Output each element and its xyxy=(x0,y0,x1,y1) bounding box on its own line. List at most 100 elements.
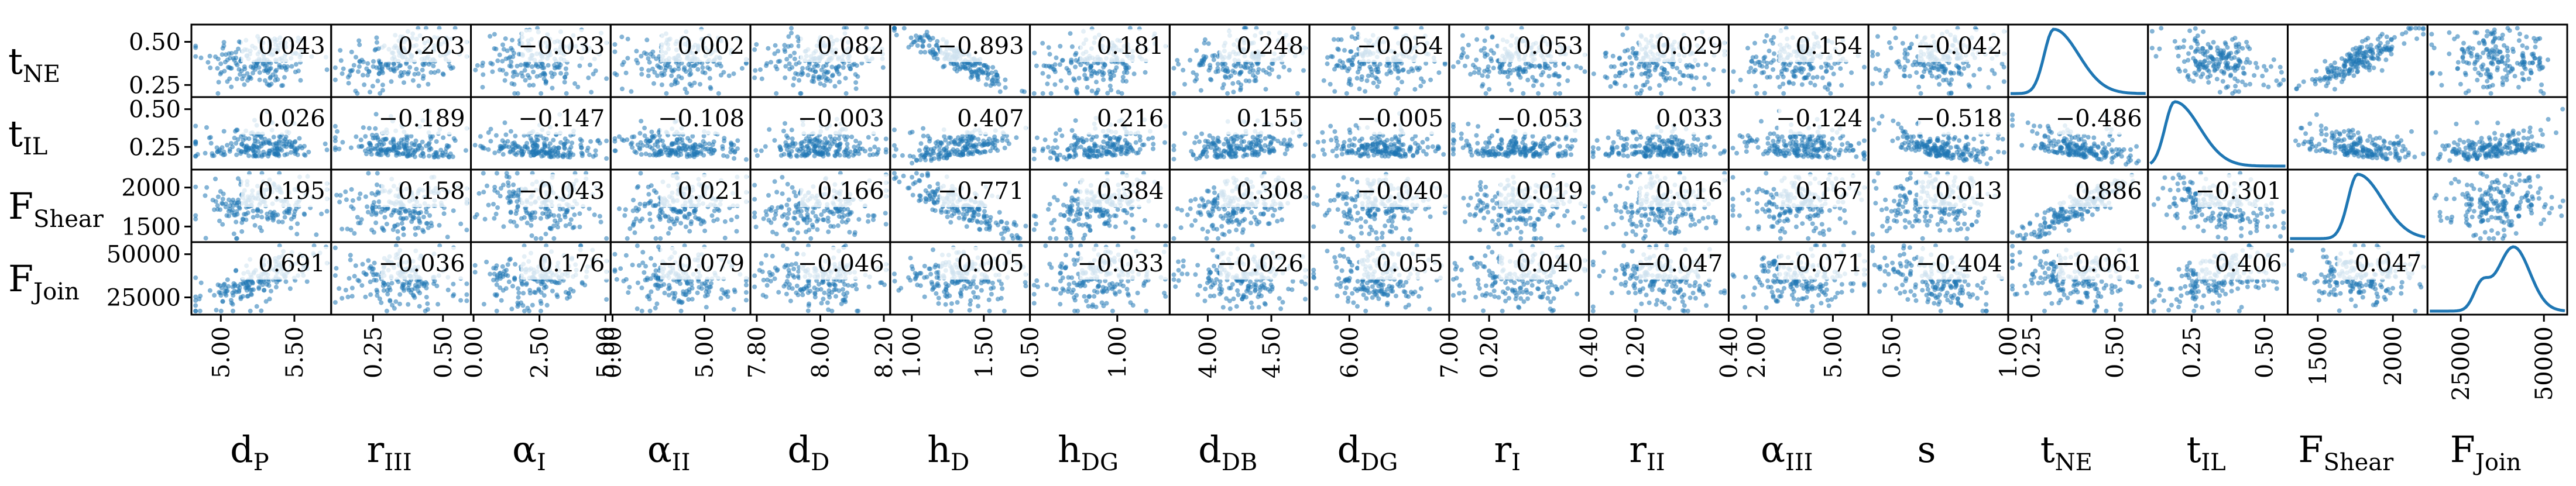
scatter-point xyxy=(1537,63,1542,68)
scatter-point xyxy=(769,60,773,65)
scatter-point xyxy=(1402,151,1408,157)
scatter-point xyxy=(1490,35,1495,40)
scatter-point xyxy=(874,136,879,142)
scatter-point xyxy=(938,150,944,156)
scatter-point xyxy=(644,137,650,142)
scatter-point xyxy=(2400,32,2405,37)
scatter-point xyxy=(1670,64,1675,70)
scatter-point xyxy=(1226,151,1232,157)
scatter-point xyxy=(1939,64,1944,70)
scatter-point xyxy=(2217,89,2222,95)
scatter-point xyxy=(1977,67,1982,72)
scatter-point xyxy=(1706,82,1711,87)
scatter-point xyxy=(2001,79,2006,84)
scatter-point xyxy=(246,136,252,142)
scatter-point xyxy=(1094,143,1099,149)
scatter-point xyxy=(2187,28,2193,33)
scatter-point xyxy=(1645,80,1650,84)
scatter-point xyxy=(245,78,250,83)
scatter-point xyxy=(1094,134,1099,139)
scatter-point xyxy=(656,150,661,155)
scatter-point xyxy=(1325,55,1330,60)
scatter-point xyxy=(1463,63,1467,68)
scatter-point xyxy=(1192,140,1198,146)
scatter-point xyxy=(1511,134,1516,139)
scatter-point xyxy=(450,65,455,70)
scatter-point xyxy=(508,149,513,154)
scatter-point xyxy=(1523,61,1528,66)
scatter-point xyxy=(832,84,838,89)
scatter-point xyxy=(1073,64,1078,70)
scatter-point xyxy=(2489,60,2495,65)
scatter-point xyxy=(282,75,287,80)
scatter-point xyxy=(2356,50,2361,55)
scatter-point xyxy=(1233,154,1239,159)
scatter-point xyxy=(1627,55,1632,60)
scatter-point xyxy=(374,40,379,45)
scatter-point xyxy=(562,136,568,142)
scatter-point xyxy=(753,148,759,153)
scatter-point xyxy=(1409,66,1414,71)
scatter-point xyxy=(236,46,241,51)
scatter-point xyxy=(267,140,272,146)
panel-tNE-vs-FShear xyxy=(2286,23,2428,98)
scatter-point xyxy=(829,64,835,70)
scatter-point xyxy=(500,68,506,73)
scatter-point xyxy=(486,147,491,152)
scatter-point xyxy=(492,32,497,37)
scatter-point xyxy=(1065,147,1071,153)
scatter-point xyxy=(1456,60,1461,65)
scatter-point xyxy=(1219,153,1224,158)
scatter-point xyxy=(1281,64,1287,70)
scatter-point xyxy=(829,137,834,142)
scatter-point xyxy=(1902,67,1907,73)
scatter-point xyxy=(822,143,828,148)
scatter-point xyxy=(1565,78,1570,83)
scatter-point xyxy=(233,50,238,55)
scatter-point xyxy=(763,144,768,149)
corr-label: 0.181 xyxy=(1097,33,1164,60)
scatter-point xyxy=(1022,89,1027,94)
scatter-point xyxy=(817,138,822,143)
scatter-point xyxy=(1245,65,1250,70)
scatter-point xyxy=(2505,58,2510,63)
scatter-point xyxy=(1215,135,1220,140)
scatter-point xyxy=(239,149,244,154)
scatter-point xyxy=(1608,84,1613,89)
scatter-point xyxy=(520,74,525,79)
scatter-point xyxy=(543,79,548,84)
scatter-point xyxy=(786,34,791,39)
scatter-point xyxy=(917,37,922,43)
scatter-point xyxy=(663,147,668,153)
scatter-point xyxy=(1004,138,1010,143)
scatter-point xyxy=(812,137,817,142)
scatter-point xyxy=(782,47,787,52)
scatter-point xyxy=(1629,67,1634,72)
scatter-point xyxy=(969,144,975,150)
scatter-point xyxy=(1799,70,1804,75)
scatter-point xyxy=(1356,70,1360,75)
scatter-point xyxy=(301,152,307,157)
scatter-point xyxy=(783,140,788,145)
scatter-point xyxy=(647,153,653,157)
scatter-point xyxy=(735,138,740,143)
scatter-point xyxy=(595,139,601,144)
scatter-point xyxy=(2502,43,2506,48)
scatter-point xyxy=(1556,82,1562,87)
scatter-point xyxy=(2371,66,2376,71)
scatter-point xyxy=(378,91,383,96)
scatter-point xyxy=(235,137,241,142)
panel-tNE-vs-dD: 0.082 xyxy=(749,23,891,98)
scatter-point xyxy=(817,76,822,81)
scatter-point xyxy=(836,64,841,70)
scatter-point xyxy=(1252,78,1257,84)
scatter-point xyxy=(2332,87,2337,92)
scatter-point xyxy=(500,151,506,157)
scatter-point xyxy=(1325,61,1330,67)
scatter-point xyxy=(366,126,372,131)
scatter-point xyxy=(1518,75,1523,80)
scatter-point xyxy=(2342,72,2347,77)
scatter-point xyxy=(534,134,539,139)
scatter-point xyxy=(2375,37,2381,42)
scatter-point xyxy=(1393,136,1398,141)
